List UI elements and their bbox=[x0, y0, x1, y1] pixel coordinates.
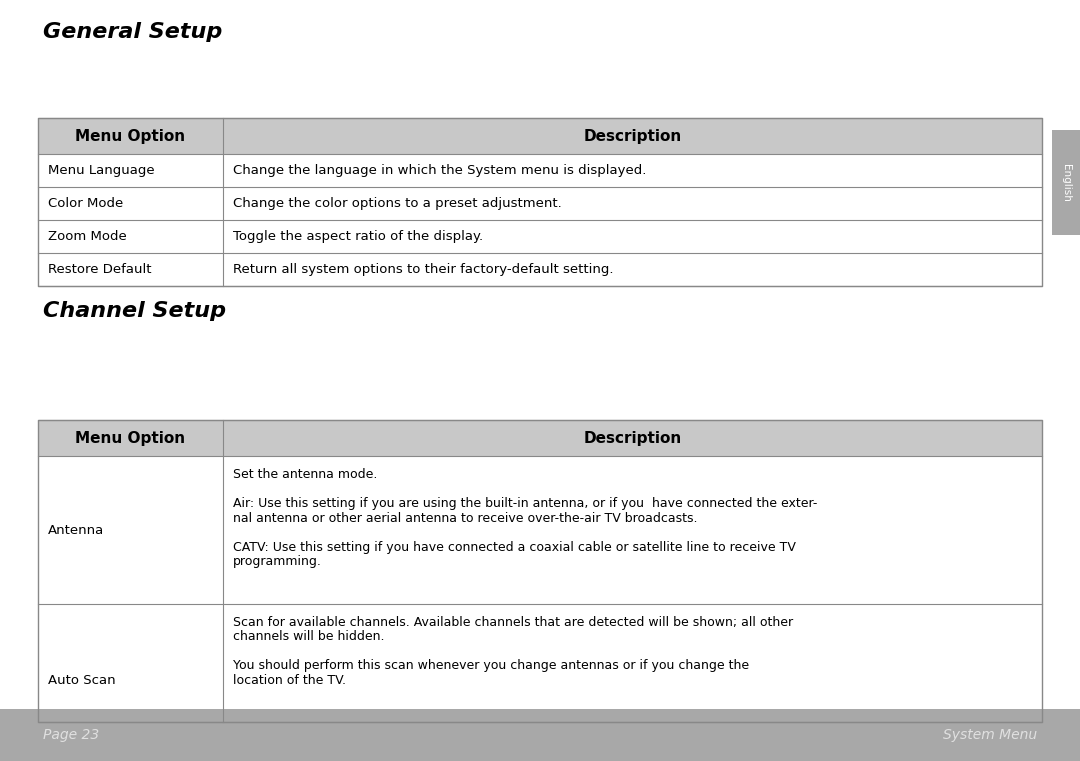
Bar bbox=[0, 709, 1080, 761]
Bar bbox=[222, 420, 1042, 456]
Text: Return all system options to their factory-default setting.: Return all system options to their facto… bbox=[233, 263, 613, 276]
Text: General Setup: General Setup bbox=[43, 22, 222, 42]
Text: location of the TV.: location of the TV. bbox=[233, 674, 346, 687]
Text: Set the antenna mode.: Set the antenna mode. bbox=[233, 468, 377, 481]
Text: Color Mode: Color Mode bbox=[48, 197, 123, 210]
Text: Menu Language: Menu Language bbox=[48, 164, 154, 177]
Text: Air: Use this setting if you are using the built-in antenna, or if you  have con: Air: Use this setting if you are using t… bbox=[233, 497, 818, 510]
Bar bbox=[38, 118, 222, 154]
Text: Toggle the aspect ratio of the display.: Toggle the aspect ratio of the display. bbox=[233, 230, 483, 243]
Text: Auto Scan: Auto Scan bbox=[48, 674, 116, 687]
Bar bbox=[38, 118, 1042, 286]
Text: Description: Description bbox=[583, 431, 681, 445]
Text: Restore Default: Restore Default bbox=[48, 263, 151, 276]
Text: Zoom Mode: Zoom Mode bbox=[48, 230, 126, 243]
Bar bbox=[38, 420, 222, 456]
Text: You should perform this scan whenever you change antennas or if you change the: You should perform this scan whenever yo… bbox=[233, 660, 750, 673]
Bar bbox=[222, 118, 1042, 154]
Text: channels will be hidden.: channels will be hidden. bbox=[233, 631, 384, 644]
Text: Scan for available channels. Available channels that are detected will be shown;: Scan for available channels. Available c… bbox=[233, 616, 793, 629]
Text: Menu Option: Menu Option bbox=[76, 431, 186, 445]
Text: Change the color options to a preset adjustment.: Change the color options to a preset adj… bbox=[233, 197, 562, 210]
Text: nal antenna or other aerial antenna to receive over-the-air TV broadcasts.: nal antenna or other aerial antenna to r… bbox=[233, 511, 698, 524]
Text: Menu Option: Menu Option bbox=[76, 129, 186, 144]
Text: System Menu: System Menu bbox=[943, 728, 1037, 742]
Text: Change the language in which the System menu is displayed.: Change the language in which the System … bbox=[233, 164, 646, 177]
Text: programming.: programming. bbox=[233, 555, 322, 568]
Bar bbox=[1052, 130, 1080, 235]
Text: Antenna: Antenna bbox=[48, 524, 105, 537]
Text: Page 23: Page 23 bbox=[43, 728, 99, 742]
Text: CATV: Use this setting if you have connected a coaxial cable or satellite line t: CATV: Use this setting if you have conne… bbox=[233, 540, 796, 553]
Text: English: English bbox=[1061, 164, 1071, 202]
Text: Channel Setup: Channel Setup bbox=[43, 301, 226, 321]
Bar bbox=[38, 420, 1042, 722]
Text: Description: Description bbox=[583, 129, 681, 144]
